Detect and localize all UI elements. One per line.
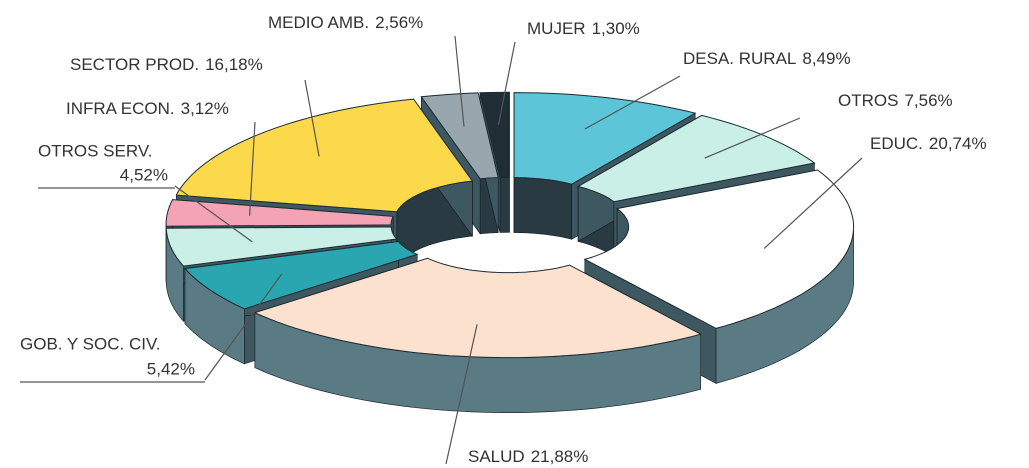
slice-label: SECTOR PROD. 16,18%	[70, 55, 263, 74]
slice-label: MEDIO AMB. 2,56%	[268, 13, 423, 32]
category-name: MEDIO AMB.	[268, 13, 369, 32]
donut	[165, 91, 855, 413]
leader-line	[174, 185, 253, 243]
category-name: OTROS	[838, 91, 898, 110]
leader-line	[704, 117, 801, 159]
slice-label: OTROS SERV.	[38, 141, 152, 160]
category-name: INFRA ECON.	[66, 99, 175, 118]
slice-inner-side	[513, 177, 572, 240]
slice-label: SALUD 21,88%	[468, 447, 588, 466]
value-label: 8,49%	[802, 49, 850, 68]
leader-line	[304, 79, 320, 157]
slice-inner-side	[499, 177, 510, 233]
slice-label: DESA. RURAL 8,49%	[683, 49, 851, 68]
category-name: DESA. RURAL	[683, 49, 796, 68]
category-name: MUJER	[527, 19, 586, 38]
leader-line	[454, 35, 465, 127]
slice	[165, 226, 398, 267]
category-name: SALUD	[468, 447, 525, 466]
leader-line	[204, 273, 283, 381]
leader-line	[249, 121, 256, 216]
leader-line	[497, 41, 516, 126]
slice	[513, 92, 697, 185]
leader-line	[763, 157, 863, 250]
leader-line	[584, 75, 681, 130]
category-name: SECTOR PROD.	[70, 55, 199, 74]
value-label: 7,56%	[904, 91, 952, 110]
leader-line	[445, 324, 478, 465]
slice	[420, 92, 499, 180]
slice	[175, 98, 474, 213]
slice	[183, 240, 419, 310]
slice	[583, 169, 855, 329]
slice-label: EDUC. 20,74%	[870, 134, 987, 153]
slice	[479, 91, 510, 179]
value-label: 20,74%	[929, 134, 987, 153]
labels: DESA. RURAL 8,49% OTROS 7,56% EDUC. 20,74% SAL…	[20, 13, 987, 466]
value-label: 2,56%	[375, 13, 423, 32]
slice	[253, 257, 703, 359]
slice	[165, 199, 394, 227]
slice-value-label: 5,42%	[147, 359, 195, 378]
value-label: 21,88%	[531, 447, 589, 466]
value-label: 16,18%	[205, 55, 263, 74]
slice-label: GOB. Y SOC. CIV.	[20, 334, 160, 353]
slice-label: OTROS 7,56%	[838, 91, 953, 110]
value-label: 3,12%	[181, 99, 229, 118]
value-label: 1,30%	[592, 19, 640, 38]
slice-label: INFRA ECON. 3,12%	[66, 99, 229, 118]
slice-value-label: 4,52%	[120, 165, 168, 184]
category-name: EDUC.	[870, 134, 923, 153]
slice-label: MUJER 1,30%	[527, 19, 640, 38]
